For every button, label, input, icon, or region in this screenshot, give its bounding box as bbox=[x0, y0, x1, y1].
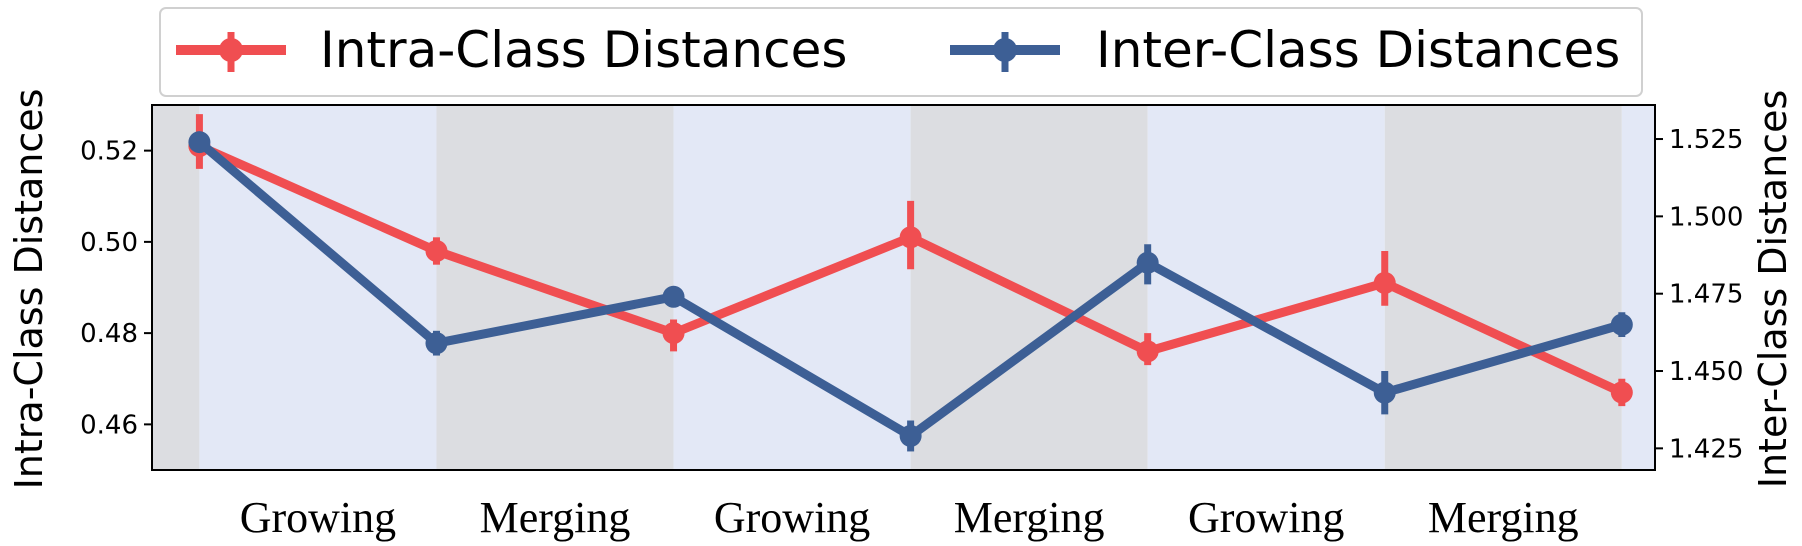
right-axis-ticks: 1.425 1.450 1.475 1.500 1.525 bbox=[1655, 125, 1743, 464]
legend-item-inter: Inter-Class Distances bbox=[950, 21, 1620, 79]
legend: Intra-Class Distances Inter-Class Distan… bbox=[159, 7, 1643, 97]
left-tick-label-0: 0.46 bbox=[80, 410, 138, 440]
point-intra-5 bbox=[1373, 271, 1396, 294]
band-growing-7 bbox=[1621, 105, 1655, 470]
band-growing-5 bbox=[1147, 105, 1385, 470]
legend-marker-intra bbox=[219, 38, 243, 62]
phase-label-0: Growing bbox=[240, 493, 396, 542]
point-inter-0 bbox=[188, 131, 211, 154]
point-inter-5 bbox=[1373, 381, 1396, 404]
phase-label-2: Growing bbox=[714, 493, 870, 542]
legend-marker-inter bbox=[993, 38, 1017, 62]
phase-label-4: Growing bbox=[1188, 493, 1344, 542]
legend-frame bbox=[159, 7, 1643, 97]
plot-frame bbox=[151, 104, 1656, 471]
left-tick-label-1: 0.48 bbox=[80, 319, 138, 349]
left-axis-ticks: 0.46 0.48 0.50 0.52 bbox=[80, 137, 152, 440]
phase-label-5: Merging bbox=[1428, 493, 1579, 542]
right-tick-label-1: 1.450 bbox=[1669, 357, 1743, 387]
phase-label-3: Merging bbox=[954, 493, 1105, 542]
right-tick-label-3: 1.500 bbox=[1669, 202, 1743, 232]
series-intra bbox=[188, 114, 1633, 407]
point-inter-6 bbox=[1610, 313, 1633, 336]
band-merging-6 bbox=[1384, 105, 1622, 470]
point-inter-1 bbox=[425, 332, 448, 355]
right-tick-label-0: 1.425 bbox=[1669, 434, 1743, 464]
series-inter bbox=[188, 131, 1633, 452]
left-tick-label-3: 0.52 bbox=[80, 137, 138, 167]
point-inter-4 bbox=[1136, 251, 1159, 274]
legend-label-intra: Intra-Class Distances bbox=[320, 21, 847, 79]
legend-item-intra: Intra-Class Distances bbox=[176, 21, 847, 79]
point-inter-2 bbox=[662, 285, 685, 308]
point-inter-3 bbox=[899, 424, 922, 447]
right-tick-label-4: 1.525 bbox=[1669, 125, 1743, 155]
legend-label-inter: Inter-Class Distances bbox=[1096, 21, 1620, 79]
right-tick-label-2: 1.475 bbox=[1669, 280, 1743, 310]
series-layer bbox=[188, 114, 1633, 452]
phase-labels: Growing Merging Growing Merging Growing Mergi… bbox=[240, 493, 1579, 542]
left-axis-title: Intra-Class Distances bbox=[7, 89, 51, 490]
point-intra-3 bbox=[899, 226, 922, 249]
point-intra-1 bbox=[425, 240, 448, 262]
left-tick-label-2: 0.50 bbox=[80, 228, 138, 258]
point-intra-2 bbox=[662, 322, 685, 345]
right-axis-title: Inter-Class Distances bbox=[1751, 90, 1795, 488]
band-merging-0 bbox=[152, 105, 200, 470]
phase-label-1: Merging bbox=[480, 493, 631, 542]
point-intra-4 bbox=[1136, 340, 1159, 363]
point-intra-6 bbox=[1610, 381, 1633, 404]
